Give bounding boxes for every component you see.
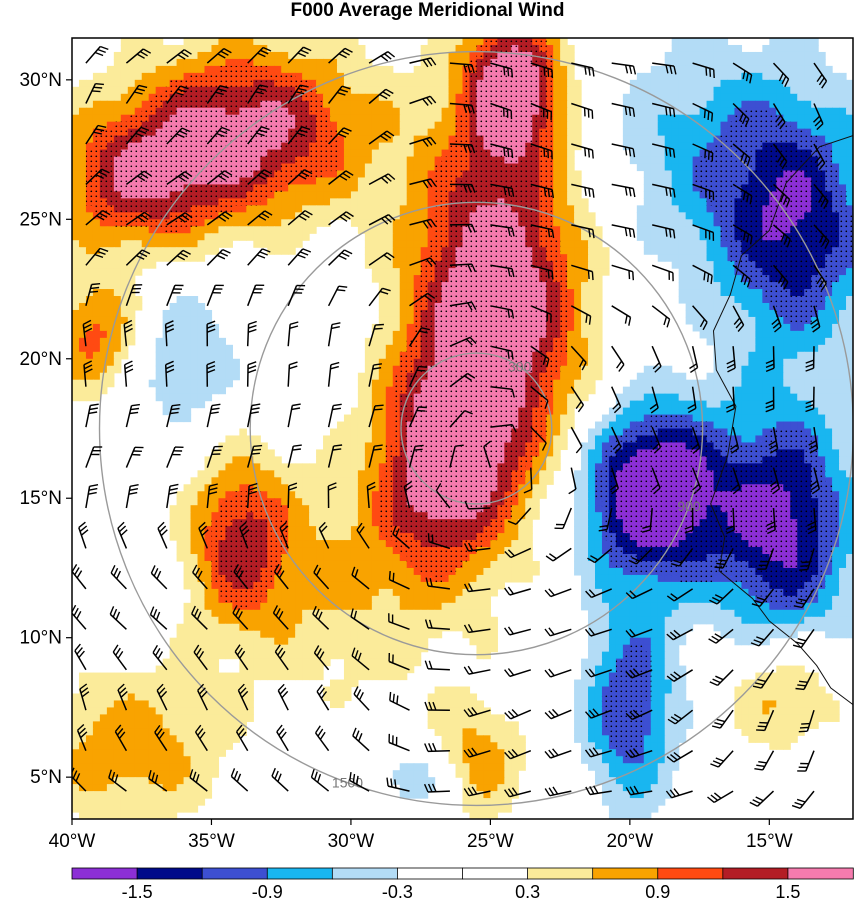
longitude-tick-label: 30°W bbox=[328, 831, 375, 852]
map-title: F000 Average Meridional Wind bbox=[290, 0, 565, 21]
longitude-tick-label: 25°W bbox=[467, 831, 514, 852]
colorbar-tick-label: 1.5 bbox=[775, 882, 800, 900]
colorbar-tick-label: -0.3 bbox=[382, 882, 413, 900]
colorbar-tick-label: -1.5 bbox=[122, 882, 153, 900]
colorbar-tick-label: 0.9 bbox=[645, 882, 670, 900]
longitude-tick-label: 20°W bbox=[607, 831, 654, 852]
range-ring-label: 1500 bbox=[332, 775, 363, 791]
latitude-tick-label: 25°N bbox=[20, 209, 62, 230]
longitude-tick-label: 35°W bbox=[188, 831, 235, 852]
latitude-axis: 30°N 25°N 20°N 15°N 10°N 5°N bbox=[20, 70, 72, 788]
wind-barbs bbox=[72, 45, 830, 809]
colorbar-swatch bbox=[136, 867, 203, 880]
plot-frame bbox=[71, 37, 854, 820]
latitude-tick-label: 30°N bbox=[20, 70, 62, 91]
latitude-tick-label: 5°N bbox=[30, 767, 62, 788]
latitude-tick-label: 15°N bbox=[20, 488, 62, 509]
longitude-tick-label: 40°W bbox=[49, 831, 96, 852]
colorbar-swatch bbox=[462, 867, 529, 880]
latitude-tick-label: 10°N bbox=[20, 628, 62, 649]
range-ring-label: 300 bbox=[508, 359, 532, 375]
significance-stipple bbox=[85, 38, 853, 757]
colorbar-swatch bbox=[397, 867, 464, 880]
colorbar-tick-label: 0.3 bbox=[515, 882, 540, 900]
plot-area: 300 900 1500 bbox=[72, 38, 853, 819]
range-rings: 300 900 1500 bbox=[98, 51, 853, 806]
colorbar-swatch bbox=[201, 867, 268, 880]
colorbar-swatch bbox=[657, 867, 724, 880]
colorbar-swatch bbox=[331, 867, 399, 880]
range-ring-label: 900 bbox=[677, 498, 701, 514]
colorbar-tick-label: -0.9 bbox=[252, 882, 283, 900]
latitude-tick-label: 20°N bbox=[20, 349, 62, 370]
longitude-tick-label: 15°W bbox=[746, 831, 793, 852]
colorbar-swatch bbox=[266, 867, 334, 880]
colorbar-swatch bbox=[71, 867, 138, 880]
colorbar-swatch bbox=[722, 867, 789, 880]
colorbar-swatch bbox=[527, 867, 594, 880]
colorbar-swatch bbox=[787, 867, 854, 880]
colorbar-swatch bbox=[592, 867, 659, 880]
longitude-axis: 40°W 35°W 30°W 25°W 20°W 15°W bbox=[49, 819, 793, 852]
coastline bbox=[710, 135, 853, 706]
colorbar: -1.5 -0.9 -0.3 0.3 0.9 1.5 bbox=[71, 867, 854, 900]
